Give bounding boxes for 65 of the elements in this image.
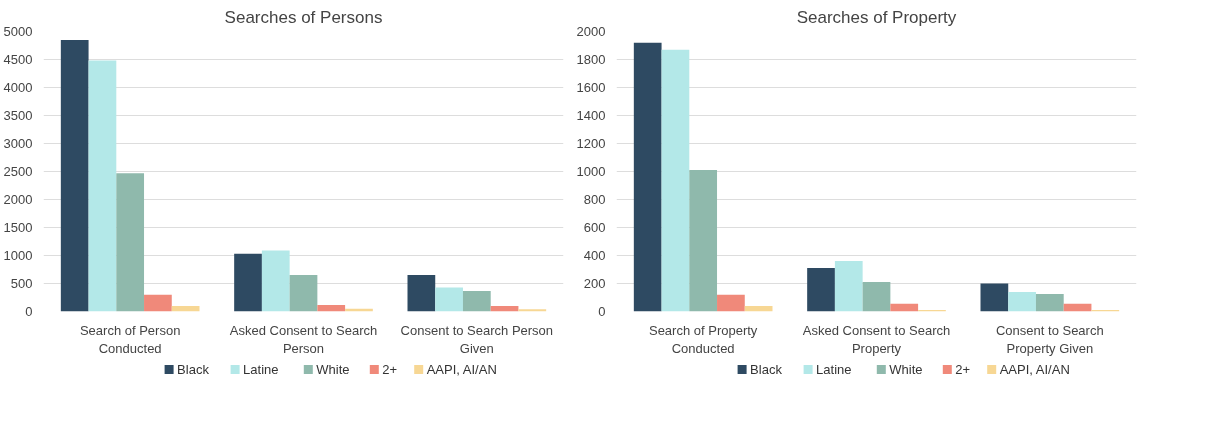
y-tick-label: 2000 xyxy=(3,192,33,207)
y-tick-label: 600 xyxy=(583,220,606,235)
x-tick-label: Consent to Search Property Given xyxy=(996,322,1104,356)
y-tick-label: 800 xyxy=(583,192,606,207)
y-tick-label: 500 xyxy=(10,276,33,291)
y-tick-label: 1000 xyxy=(3,248,33,263)
chart-title: Searches of Persons xyxy=(224,7,383,27)
bar xyxy=(807,268,835,312)
y-tick-label: 200 xyxy=(583,276,606,291)
y-tick-label: 1000 xyxy=(576,164,606,179)
bar xyxy=(1008,291,1036,312)
bar xyxy=(289,275,318,312)
bar xyxy=(980,283,1009,312)
bar xyxy=(1035,294,1064,312)
bar xyxy=(717,294,745,312)
bar xyxy=(116,173,145,312)
chart-title: Searches of Property xyxy=(796,7,957,27)
bar xyxy=(661,49,690,312)
legend-label: AAPI, AI/AN xyxy=(999,362,1070,377)
y-tick-label: 2000 xyxy=(576,24,606,39)
bar xyxy=(144,294,172,312)
legend-label: White xyxy=(316,362,350,377)
y-tick-label: 3500 xyxy=(3,108,33,123)
y-tick-label: 1500 xyxy=(3,220,33,235)
legend-label: Black xyxy=(750,362,783,377)
legend-label: 2+ xyxy=(955,362,971,377)
legend-label: Latine xyxy=(816,362,852,377)
bar xyxy=(834,261,863,312)
bar xyxy=(88,60,117,312)
legend-label: Latine xyxy=(243,362,279,377)
bar xyxy=(261,250,290,312)
bar xyxy=(518,309,547,312)
bar xyxy=(890,303,919,312)
bar xyxy=(744,305,773,312)
bar xyxy=(633,42,662,312)
y-tick-label: 1200 xyxy=(576,136,606,151)
y-tick-label: 0 xyxy=(598,304,606,319)
legend-label: AAPI, AI/AN xyxy=(426,362,497,377)
y-tick-label: 4500 xyxy=(3,52,33,67)
y-tick-label: 5000 xyxy=(3,24,33,39)
y-tick-label: 1600 xyxy=(576,80,606,95)
bar xyxy=(689,170,718,312)
x-tick-label: Search of Property Conducted xyxy=(648,322,758,356)
legend-label: White xyxy=(889,362,923,377)
bar xyxy=(171,305,200,312)
legend-label: 2+ xyxy=(382,362,398,377)
bar xyxy=(462,291,491,312)
bar xyxy=(234,253,262,312)
bar xyxy=(407,275,436,312)
bar xyxy=(60,39,89,312)
y-tick-label: 2500 xyxy=(3,164,33,179)
y-tick-label: 1800 xyxy=(576,52,606,67)
x-tick-label: Asked Consent to Search Property xyxy=(802,322,951,356)
bar xyxy=(862,282,891,312)
y-tick-label: 1400 xyxy=(576,108,606,123)
x-tick-label: Search of Person Conducted xyxy=(79,322,181,356)
y-tick-label: 0 xyxy=(25,304,33,319)
y-tick-label: 400 xyxy=(583,248,606,263)
legend-label: Black xyxy=(177,362,210,377)
bar xyxy=(435,287,463,312)
y-tick-label: 4000 xyxy=(3,80,33,95)
y-tick-label: 3000 xyxy=(3,136,33,151)
x-tick-label: Asked Consent to Search Person xyxy=(229,322,378,356)
bar xyxy=(317,305,346,312)
x-tick-label: Consent to Search Person Given xyxy=(400,322,554,356)
